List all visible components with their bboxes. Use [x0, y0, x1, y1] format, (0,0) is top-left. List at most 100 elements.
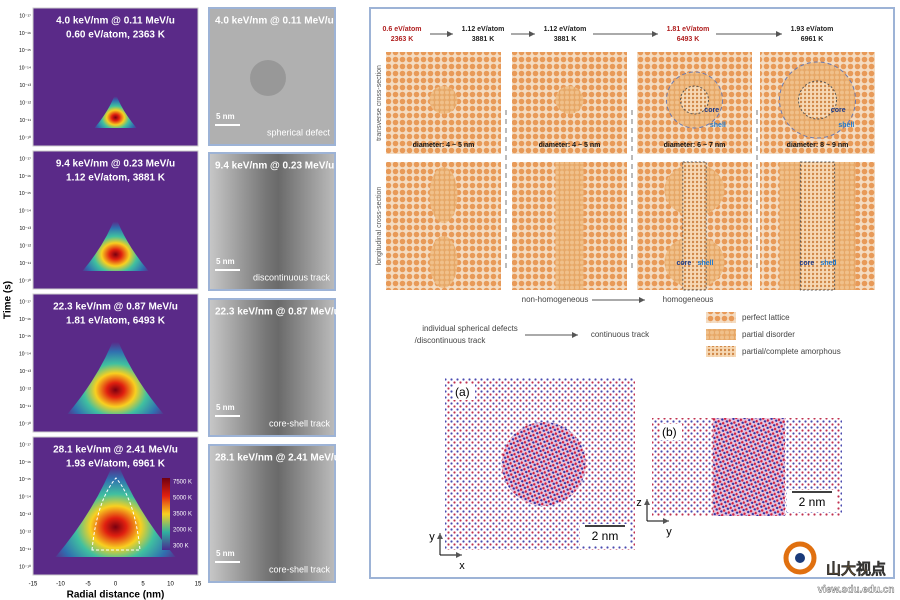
x-tick-label: 15 [195, 582, 202, 588]
header-temp: 6493 K [677, 36, 700, 43]
y-axis-label: Time (s) [3, 281, 14, 319]
y-tick-label: 10⁻¹⁶ [19, 174, 31, 180]
panel-title: 4.0 keV/nm @ 0.11 MeV/u [56, 16, 175, 27]
diameter-label: diameter: 8 ~ 9 nm [787, 142, 849, 149]
y-tick-label: 10⁻¹⁵ [19, 48, 31, 54]
axis-label: y [666, 526, 672, 538]
x-tick-label: -10 [56, 582, 65, 588]
shell-label: shell [710, 122, 726, 129]
core-label: core [800, 260, 815, 267]
y-tick-label: 10⁻¹⁷ [19, 442, 31, 448]
colorbar [162, 478, 170, 550]
label-box [660, 424, 682, 440]
label: homogeneous [663, 295, 714, 304]
core [798, 80, 837, 120]
scale-label: 5 nm [216, 257, 235, 266]
colorbar-label: 7500 K [173, 480, 192, 486]
watermark-url: view.sdu.edu.cn [818, 585, 895, 596]
tem-image [208, 444, 336, 583]
y-tick-label: 10⁻¹² [19, 529, 31, 535]
note: continuous track [591, 330, 650, 339]
defect [250, 60, 286, 96]
tem-title: 4.0 keV/nm @ 0.11 MeV/u [215, 16, 334, 27]
y-tick-label: 10⁻¹¹ [19, 261, 31, 267]
tem-caption: core-shell track [269, 418, 331, 428]
colorbar-label: 3500 K [173, 512, 192, 518]
label: non-homogeneous [522, 295, 589, 304]
core [799, 161, 836, 291]
label-box [453, 384, 475, 400]
header-energy: 1.93 eV/atom [791, 26, 834, 33]
y-tick-label: 10⁻¹⁷ [19, 299, 31, 305]
note: individual spherical defects [422, 324, 518, 333]
tem-title: 9.4 keV/nm @ 0.23 MeV/u [215, 161, 334, 172]
shell-label: shell [838, 122, 854, 129]
y-tick-label: 10⁻¹⁰ [19, 564, 31, 570]
x-tick-label: 10 [167, 582, 174, 588]
y-tick-label: 10⁻¹¹ [19, 547, 31, 553]
y-tick-label: 10⁻¹⁵ [19, 191, 31, 197]
y-tick-label: 10⁻¹² [19, 386, 31, 392]
header-temp: 3881 K [472, 36, 495, 43]
shell-label: shell [698, 260, 714, 267]
panel-subtitle: 1.93 eV/atom, 6961 K [66, 459, 166, 470]
panel-title: 22.3 keV/nm @ 0.87 MeV/u [53, 302, 178, 313]
diameter-label: diameter: 4 ~ 5 nm [413, 142, 475, 149]
panel-subtitle: 1.81 eV/atom, 6493 K [66, 316, 166, 327]
panel-label: (b) [662, 425, 677, 439]
x-axis-label: Radial distance (nm) [67, 590, 165, 600]
axis-label: x [459, 560, 465, 572]
legend-label: partial/complete amorphous [742, 347, 841, 356]
defect [429, 86, 458, 114]
heat-plume [82, 216, 149, 271]
header-temp: 6961 K [801, 36, 824, 43]
scale-box [787, 490, 837, 512]
colorbar-label: 300 K [173, 544, 189, 550]
tem-title: 28.1 keV/nm @ 2.41 MeV/u [215, 453, 340, 464]
panel-label: (a) [455, 385, 470, 399]
panel-title: 9.4 keV/nm @ 0.23 MeV/u [56, 159, 175, 170]
defect [429, 167, 458, 223]
legend-label: partial disorder [742, 330, 795, 339]
row-label: transverse cross-section [376, 65, 383, 141]
y-tick-label: 10⁻¹⁴ [19, 209, 31, 215]
tem-caption: discontinuous track [253, 272, 331, 282]
legend-swatch [706, 329, 736, 340]
defect [429, 236, 458, 288]
header-energy: 0.6 eV/atom [383, 26, 422, 33]
y-tick-label: 10⁻¹³ [19, 512, 31, 518]
y-tick-label: 10⁻¹⁶ [19, 31, 31, 37]
tem-image [208, 152, 336, 291]
tem-caption: spherical defect [267, 127, 331, 137]
panel-subtitle: 0.60 eV/atom, 2363 K [66, 30, 166, 41]
scale-label: 2 nm [592, 529, 619, 543]
header-energy: 1.12 eV/atom [462, 26, 505, 33]
legend-swatch [706, 312, 736, 323]
y-tick-label: 10⁻¹⁰ [19, 278, 31, 284]
x-tick-label: -15 [29, 582, 38, 588]
y-tick-label: 10⁻¹⁴ [19, 495, 31, 501]
row-label: longitudinal cross-section [376, 187, 383, 266]
panel-subtitle: 1.12 eV/atom, 3881 K [66, 173, 166, 184]
y-tick-label: 10⁻¹¹ [19, 118, 31, 124]
y-tick-label: 10⁻¹³ [19, 369, 31, 375]
y-tick-label: 10⁻¹⁶ [19, 317, 31, 323]
legend-label: perfect lattice [742, 313, 790, 322]
x-tick-label: 0 [114, 582, 118, 588]
axis-label: z [636, 497, 642, 509]
y-tick-label: 10⁻¹¹ [19, 404, 31, 410]
watermark-name: 山大视点 [826, 560, 886, 578]
header-energy: 1.81 eV/atom [667, 26, 710, 33]
track [555, 162, 584, 290]
y-tick-label: 10⁻¹⁴ [19, 66, 31, 72]
colorbar-label: 5000 K [173, 496, 192, 502]
contour [91, 477, 141, 551]
y-tick-label: 10⁻¹⁴ [19, 352, 31, 358]
core [680, 85, 709, 115]
header-temp: 3881 K [554, 36, 577, 43]
y-tick-label: 10⁻¹⁵ [19, 477, 31, 483]
y-tick-label: 10⁻¹⁰ [19, 135, 31, 141]
axis-label: y [429, 531, 435, 543]
x-tick-label: 5 [141, 582, 145, 588]
